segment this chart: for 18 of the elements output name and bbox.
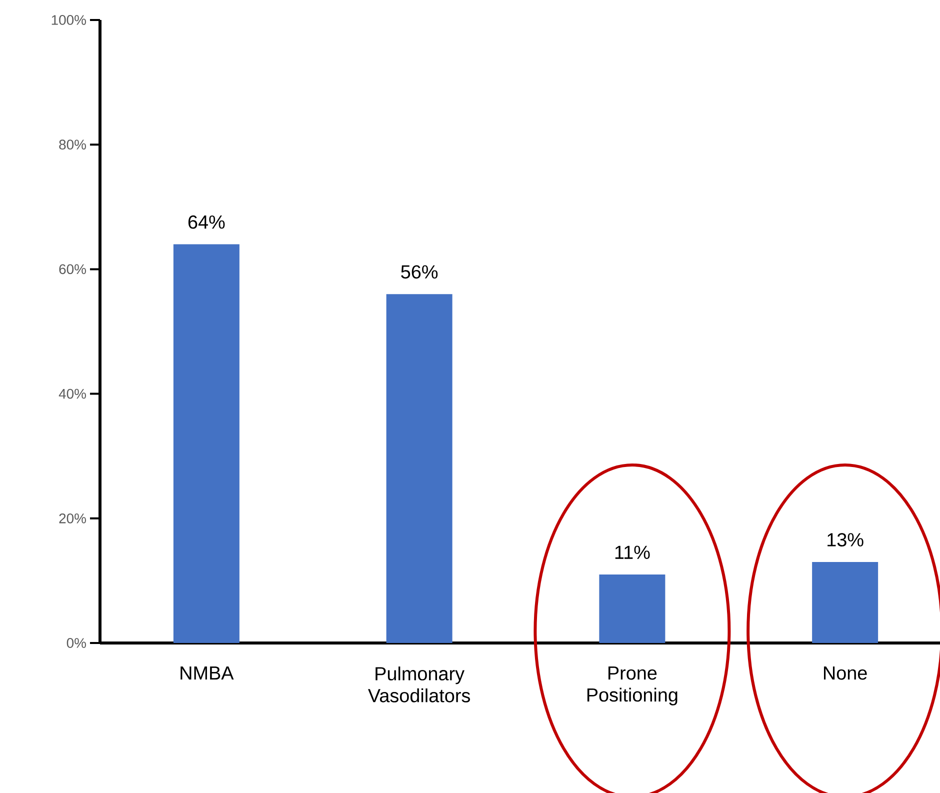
y-tick-label: 100% bbox=[52, 15, 86, 25]
y-tick-label: 80% bbox=[59, 140, 86, 150]
y-tick-label: 60% bbox=[59, 264, 86, 274]
bar bbox=[599, 574, 666, 643]
x-tick-label: NMBA bbox=[180, 666, 234, 680]
bar bbox=[386, 294, 452, 643]
data-label: 11% bbox=[615, 546, 650, 559]
y-tick-label: 20% bbox=[59, 513, 86, 524]
data-label: 13% bbox=[828, 533, 864, 546]
x-tick-label: Pulmonary Vasodilators bbox=[368, 666, 470, 702]
x-tick-label: None bbox=[824, 666, 867, 680]
y-tick-label: 40% bbox=[58, 388, 86, 399]
x-tick-label: Prone Positioning bbox=[587, 666, 678, 706]
y-tick-label: 0% bbox=[66, 638, 86, 648]
bar bbox=[812, 562, 878, 643]
bar bbox=[173, 244, 240, 643]
data-label: 64% bbox=[188, 215, 225, 229]
data-label: 56% bbox=[401, 265, 438, 279]
